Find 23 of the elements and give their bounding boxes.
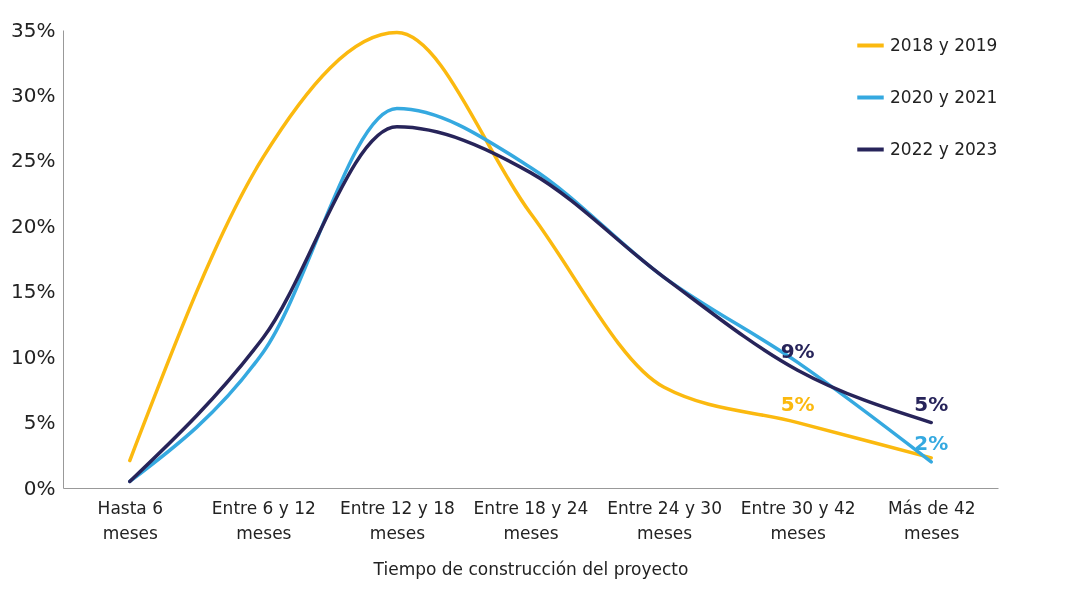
legend-label: 2022 y 2023: [890, 138, 998, 159]
y-tick-label: 5%: [23, 410, 56, 435]
data-label: 2%: [914, 430, 949, 455]
x-tick-label: Entre 24 y 30 meses: [607, 497, 722, 543]
y-tick-label: 10%: [11, 344, 56, 369]
data-label: 5%: [914, 391, 949, 416]
x-tick-label: Entre 6 y 12 meses: [211, 497, 316, 543]
y-tick-label: 35%: [11, 17, 56, 42]
x-tick-label: Más de 42 meses: [887, 497, 976, 543]
data-label: 9%: [780, 339, 815, 364]
y-tick-label: 25%: [11, 148, 56, 173]
legend-label: 2018 y 2019: [890, 34, 998, 55]
x-tick-label: Hasta 6 meses: [97, 497, 163, 543]
legend-label: 2020 y 2021: [890, 86, 998, 107]
data-label: 5%: [780, 391, 815, 416]
y-tick-label: 30%: [11, 82, 56, 107]
x-axis-title: Tiempo de construcción del proyecto: [372, 558, 689, 579]
x-tick-label: Entre 12 y 18 meses: [340, 497, 455, 543]
x-tick-label: Entre 30 y 42 meses: [740, 497, 856, 543]
y-tick-label: 0%: [23, 475, 56, 500]
y-tick-label: 20%: [11, 213, 56, 238]
x-tick-label: Entre 18 y 24 meses: [473, 497, 589, 543]
y-tick-label: 15%: [11, 279, 56, 304]
